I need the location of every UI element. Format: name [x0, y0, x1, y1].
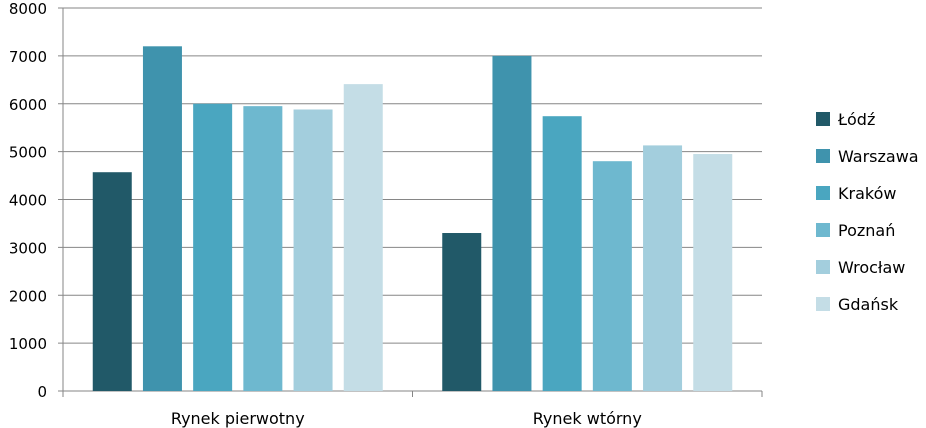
legend-label: Gdańsk [838, 295, 899, 314]
y-tick-label: 8000 [9, 0, 47, 18]
legend-label: Kraków [838, 184, 896, 203]
legend: Łódź Warszawa Kraków Poznań Wrocław Gdańsk [816, 110, 919, 314]
bar-gdańsk [693, 154, 733, 391]
legend-swatch [816, 112, 830, 126]
bar-poznań [243, 106, 283, 392]
bar-wrocław [293, 109, 333, 392]
legend-swatch [816, 223, 830, 237]
bar-kraków [193, 103, 233, 391]
bars [92, 46, 733, 392]
legend-swatch [816, 297, 830, 311]
bar-wrocław [643, 145, 683, 391]
bar-łódź [92, 172, 132, 391]
bar-poznań [592, 161, 632, 391]
legend-label: Warszawa [838, 147, 919, 166]
y-axis-tick-labels: 0 1000 2000 3000 4000 5000 6000 7000 8000 [9, 0, 47, 401]
y-tick-label: 1000 [9, 335, 47, 353]
bar-warszawa [142, 46, 182, 392]
y-tick-label: 7000 [9, 48, 47, 66]
legend-label: Łódź [837, 110, 875, 129]
legend-swatch [816, 149, 830, 163]
bar-gdańsk [343, 84, 383, 391]
y-tick-label: 5000 [9, 144, 47, 162]
y-tick-label: 6000 [9, 96, 47, 114]
x-category-label: Rynek pierwotny [171, 409, 305, 428]
y-tick-label: 3000 [9, 239, 47, 257]
bar-warszawa [492, 55, 532, 391]
y-tick-label: 4000 [9, 192, 47, 210]
legend-swatch [816, 260, 830, 274]
x-axis-category-labels: Rynek pierwotny Rynek wtórny [171, 409, 642, 428]
x-category-label: Rynek wtórny [533, 409, 642, 428]
legend-label: Poznań [838, 221, 895, 240]
bar-kraków [542, 116, 582, 391]
y-tick-label: 2000 [9, 287, 47, 305]
bar-łódź [442, 233, 482, 391]
y-tick-label: 0 [37, 383, 47, 401]
legend-label: Wrocław [838, 258, 905, 277]
legend-swatch [816, 186, 830, 200]
